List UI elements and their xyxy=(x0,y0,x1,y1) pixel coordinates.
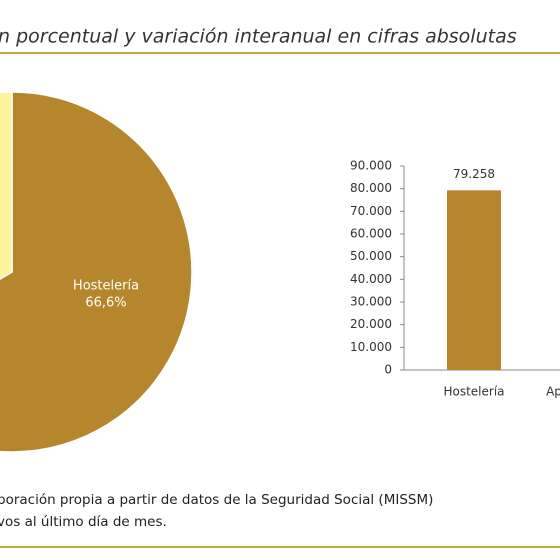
slice-label: Hostelería xyxy=(73,279,139,294)
bar xyxy=(447,190,501,370)
y-tick-label: 70.000 xyxy=(350,204,392,218)
pie-slice xyxy=(0,91,13,280)
x-tick-label: Ap xyxy=(546,385,560,399)
footer-line: vos al último día de mes. xyxy=(0,514,167,530)
y-tick-label: 80.000 xyxy=(350,181,392,195)
y-tick-label: 10.000 xyxy=(350,340,392,354)
y-tick-label: 40.000 xyxy=(350,272,392,286)
y-tick-label: 90.000 xyxy=(350,159,392,173)
slice-value-label: 66,6% xyxy=(85,296,126,311)
header-title: n porcentual y variación interanual en c… xyxy=(0,26,517,48)
x-tick-label: Hostelería xyxy=(443,385,504,399)
footer-line: boración propia a partir de datos de la … xyxy=(0,492,433,508)
y-tick-label: 30.000 xyxy=(350,295,392,309)
pie-slice xyxy=(0,91,193,453)
bar-value-label: 79.258 xyxy=(453,167,495,181)
y-tick-label: 50.000 xyxy=(350,249,392,263)
y-tick-label: 60.000 xyxy=(350,227,392,241)
y-tick-label: 20.000 xyxy=(350,317,392,331)
y-tick-label: 0 xyxy=(384,363,392,377)
